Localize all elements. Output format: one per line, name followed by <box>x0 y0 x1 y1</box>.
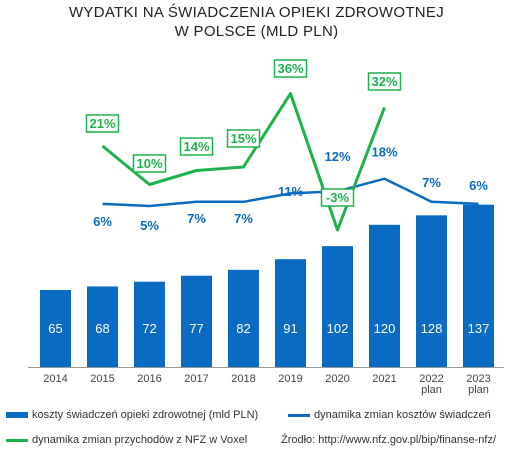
bar-value-label: 82 <box>236 321 250 336</box>
legend-label-green-line: dynamika zmian przychodów z NFZ w Voxel <box>32 434 248 446</box>
blue-line-label: 11% <box>278 184 304 199</box>
green-label-box <box>85 114 120 133</box>
blue-line-label: 7% <box>422 175 441 190</box>
bar-2016 <box>134 281 165 367</box>
green-line-label: 10% <box>136 156 162 171</box>
x-tick-label: plan <box>468 384 489 396</box>
green-line-label: -3% <box>326 190 350 205</box>
green-label-box <box>132 154 167 173</box>
blue-line-label: 7% <box>187 211 206 226</box>
bar-value-label: 102 <box>327 321 349 336</box>
x-tick-label: 2023 <box>466 373 490 385</box>
green-label-box <box>226 129 261 148</box>
legend-swatch-green-line <box>6 438 28 442</box>
bar-2022 <box>416 215 447 367</box>
bar-value-label: 128 <box>421 321 443 336</box>
bar-value-label: 72 <box>142 321 156 336</box>
x-tick-label: 2017 <box>184 373 208 385</box>
x-tick-label: plan <box>421 384 442 396</box>
green-line-label: 14% <box>183 139 209 154</box>
bar-2017 <box>181 275 212 367</box>
x-tick-label: 2014 <box>43 373 67 385</box>
legend-label-blue-line: dynamika zmian kosztów świadczeń <box>314 409 491 421</box>
x-tick-label: 2016 <box>137 373 161 385</box>
x-tick-label: 2019 <box>278 373 302 385</box>
green-line-label: 36% <box>277 61 303 76</box>
green-label-box <box>320 188 355 207</box>
x-tick-label: 2018 <box>231 373 255 385</box>
blue-line-label: 6% <box>93 214 112 229</box>
legend-item-blue-line: dynamika zmian kosztów świadczeń <box>288 409 491 421</box>
blue-line-label: 7% <box>234 211 253 226</box>
bar-2014 <box>40 289 71 367</box>
bar-2018 <box>228 269 259 367</box>
blue-line-label: 6% <box>469 178 488 193</box>
source-note: Źrodło: http://www.nfz.gov.pl/bip/finans… <box>281 434 497 446</box>
bar-2019 <box>275 259 306 367</box>
blue-line-label: 12% <box>324 149 350 164</box>
x-tick-label: 2020 <box>325 373 349 385</box>
legend-swatch-blue-line <box>288 413 310 417</box>
chart-title-line-1: WYDATKI NA ŚWIADCZENIA OPIEKI ZDROWOTNEJ <box>68 4 445 21</box>
bar-value-label: 91 <box>283 321 297 336</box>
green-line-label: 21% <box>89 116 115 131</box>
blue-line-label: 5% <box>140 218 159 233</box>
bar-2023 <box>463 204 494 367</box>
bar-value-label: 68 <box>95 321 109 336</box>
bar-2020 <box>322 246 353 367</box>
bar-value-label: 120 <box>374 321 396 336</box>
legend-swatch-bars <box>6 412 28 418</box>
green-line-label: 32% <box>371 74 397 89</box>
green-line-label: 15% <box>230 131 256 146</box>
legend-label-bars: koszty świadczeń opieki zdrowotnej (mld … <box>32 409 259 421</box>
x-tick-label: 2021 <box>372 373 396 385</box>
legend-item-bars: koszty świadczeń opieki zdrowotnej (mld … <box>6 409 258 421</box>
green-label-box <box>367 72 402 91</box>
bar-2015 <box>87 286 118 367</box>
bar-2021 <box>369 224 400 367</box>
blue-line-series <box>102 177 479 208</box>
blue-line-label: 18% <box>371 145 397 160</box>
green-label-box <box>179 137 214 156</box>
x-tick-label: 2022 <box>419 373 443 385</box>
green-line-series <box>101 92 386 232</box>
chart-title-line-2: W POLSCE (MLD PLN) <box>174 23 339 40</box>
bar-value-label: 65 <box>48 321 62 336</box>
legend-item-green-line: dynamika zmian przychodów z NFZ w Voxel <box>6 434 247 446</box>
green-label-box <box>273 59 308 78</box>
x-tick-label: 2015 <box>90 373 114 385</box>
bar-value-label: 77 <box>189 321 203 336</box>
bar-value-label: 137 <box>468 321 490 336</box>
